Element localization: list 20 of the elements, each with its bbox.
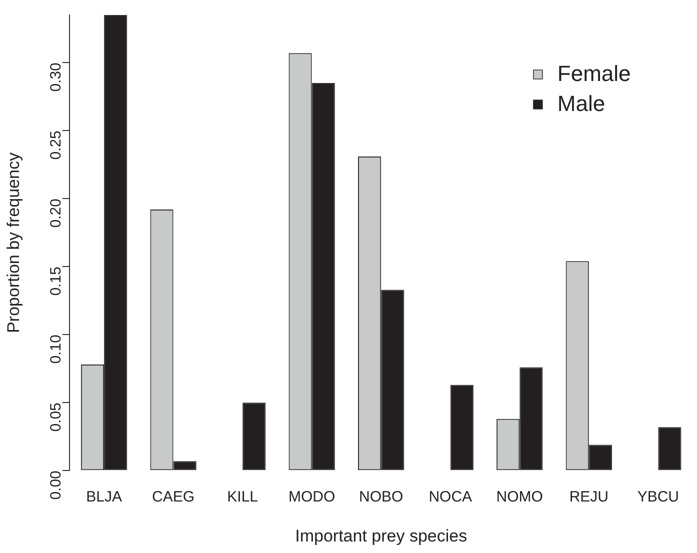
x-tick-label: MODO <box>288 488 336 506</box>
x-tick-label: NOMO <box>496 488 543 506</box>
x-tick-label: YBCU <box>637 488 680 506</box>
y-tick-label: 0.00 <box>48 470 65 500</box>
y-tick-label: 0.25 <box>48 130 65 160</box>
x-tick-label: NOBO <box>359 488 404 506</box>
y-tick-label: 0.05 <box>48 402 65 432</box>
legend-label: Male <box>557 91 606 116</box>
x-axis-title: Important prey species <box>295 526 468 546</box>
legend-label: Female <box>557 61 631 86</box>
x-tick-label: BLJA <box>86 488 122 506</box>
x-tick-label: CAEG <box>152 488 195 506</box>
y-tick-label: 0.15 <box>48 266 65 296</box>
x-tick-label: KILL <box>227 488 258 506</box>
x-tick-label: NOCA <box>428 488 472 506</box>
y-tick-label: 0.10 <box>48 334 65 364</box>
y-axis-title: Proportion by frequency <box>4 152 23 334</box>
y-tick-label: 0.30 <box>48 62 65 92</box>
x-tick-label: REJU <box>569 488 608 506</box>
y-tick-label: 0.20 <box>48 198 65 228</box>
